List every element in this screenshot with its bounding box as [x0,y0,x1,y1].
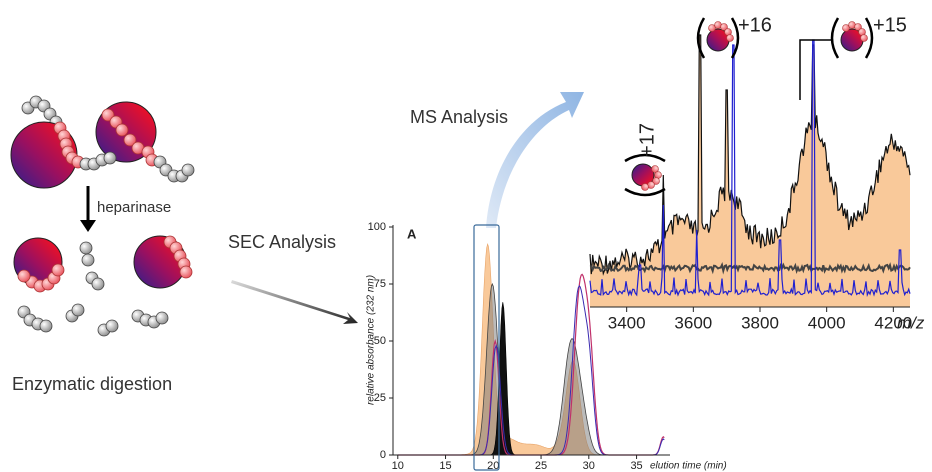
x-tick-label: 25 [535,460,547,472]
bead [79,241,93,255]
protein-icon [624,153,666,197]
arrow [231,280,358,324]
bead [39,319,53,333]
bead [641,183,649,191]
bracket-line [799,39,832,100]
bracket [730,17,740,59]
x-tick-label: 30 [583,460,595,472]
trace [397,285,665,456]
bead [726,34,734,42]
trace-fill [397,282,666,456]
y-tick-label: 75 [374,278,386,290]
bead [155,311,169,325]
peak-label: +15 [873,14,907,36]
x-tick-label: 3400 [608,313,646,332]
spectrum [589,34,911,276]
x-tick-label: 35 [630,460,642,472]
bead [708,24,716,32]
sec-chart: 0 25 50 75 100 10 15 20 25 30 35 elution time (min)… [366,221,727,472]
bead [651,165,659,173]
bead [115,123,129,137]
y-tick-label: 0 [380,449,386,461]
y-axis-title: relative absorbance (232 nm) [366,275,377,405]
bead [101,108,115,122]
peak-label: +16 [738,14,772,36]
spectrum [589,39,911,298]
bead [842,24,850,32]
x-axis-title: elution time (min) [650,461,727,472]
peak-label: +17 [636,123,658,157]
bracket [830,17,840,59]
protein-icon [830,17,874,59]
bead [720,23,728,31]
bead [103,151,117,165]
x-tick-label: 3600 [674,313,712,332]
curved-arrow [486,92,584,228]
step-label: MS Analysis [410,107,508,127]
spectrum [589,262,911,275]
bead [81,253,95,267]
caption: Enzymatic digestion [12,374,172,394]
bead [71,303,85,317]
panel-label: A [407,226,417,241]
bracket [696,17,706,59]
bead [652,177,660,185]
y-tick-label: 50 [374,335,386,347]
bead [91,277,105,291]
x-tick-label: 4200 [874,313,912,332]
bead [860,34,868,42]
x-tick-label: 4000 [808,313,846,332]
y-tick-label: 100 [368,221,386,233]
x-tick-label: 10 [392,460,404,472]
x-tick-label: 20 [487,460,499,472]
bracket [624,187,666,197]
arrow-head [80,220,96,232]
bead [179,265,193,279]
bead [105,319,119,333]
bead [123,133,137,147]
x-tick-label: 15 [439,460,451,472]
digestion-schematic [10,95,195,337]
step-label: SEC Analysis [228,232,336,252]
highlight-box [473,224,500,471]
bracket [624,153,666,163]
bracket [864,17,874,59]
y-tick-label: 25 [374,392,386,404]
spectrum-fill [590,35,910,307]
enzyme-label: heparinase [97,199,171,216]
x-axis-title: m/z [897,313,925,332]
x-tick-label: 3800 [741,313,779,332]
bead [854,23,862,31]
protein-icon [696,17,740,59]
bead [51,263,65,277]
bead [181,163,195,177]
bead [17,269,31,283]
